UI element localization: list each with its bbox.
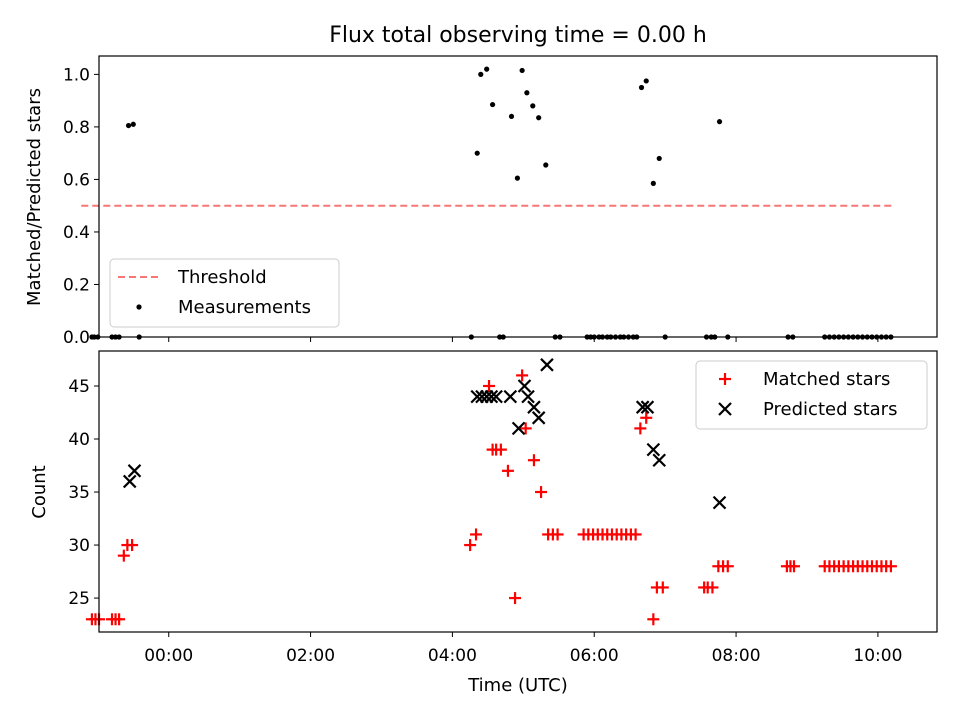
predicted-legend-label: Predicted stars <box>763 399 897 420</box>
measurement-point <box>489 101 496 108</box>
matched-star-point <box>721 560 734 573</box>
top-legend: Threshold Measurements <box>109 258 340 328</box>
predicted-star-point <box>640 400 655 414</box>
bottom-x-tick-label: 02:00 <box>286 646 335 666</box>
bottom-y-tick-label: 40 <box>68 430 90 450</box>
bottom-y-tick-label: 30 <box>68 536 90 556</box>
bottom-y-tick-label: 35 <box>68 483 90 503</box>
measurement-point <box>484 66 490 72</box>
matched-star-point <box>640 411 653 424</box>
measurement-point <box>524 90 530 96</box>
matched-star-point <box>509 592 522 605</box>
bottom-x-tick-label: 00:00 <box>144 646 193 666</box>
matched-star-point <box>706 581 719 594</box>
measurement-point <box>716 119 723 125</box>
top-panel: Flux total observing time = 0.00 h 0.0 0.… <box>24 23 938 348</box>
top-y-tick-label: 0.8 <box>63 118 90 138</box>
bottom-legend: Matched stars Predicted stars <box>695 360 928 430</box>
measurements-legend-label: Measurements <box>178 297 311 318</box>
measurement-point <box>638 84 645 91</box>
matched-star-point <box>464 539 477 552</box>
matched-star-point <box>519 422 532 435</box>
matched-star-point <box>535 486 548 499</box>
predicted-star-point <box>646 442 661 457</box>
top-y-tick-label: 0.0 <box>63 328 90 348</box>
matched-legend-label: Matched stars <box>763 369 890 390</box>
predicted-star-point <box>531 411 546 425</box>
matched-star-point <box>516 369 529 382</box>
predicted-star-point <box>517 379 532 393</box>
predicted-star-point <box>527 400 541 414</box>
bottom-x-axis-label: Time (UTC) <box>467 675 568 696</box>
bottom-panel: 25 30 35 40 45 00:00 02:00 04:00 06:00 08:00 10:0… <box>29 350 938 696</box>
bottom-axes-frame <box>98 350 938 633</box>
bottom-x-tick-label: 08:00 <box>712 646 761 666</box>
matched-star-point <box>527 454 540 467</box>
bottom-x-tick-label: 06:00 <box>570 646 619 666</box>
predicted-star-point <box>503 389 518 404</box>
measurement-point <box>519 67 525 74</box>
matched-star-point <box>884 560 897 573</box>
measurement-point <box>508 113 515 120</box>
predicted-legend-swatch <box>718 402 732 416</box>
threshold-legend-label: Threshold <box>177 267 267 288</box>
matched-star-point <box>629 528 642 541</box>
matched-legend-swatch <box>719 373 731 385</box>
predicted-star-point <box>540 358 554 372</box>
measurements-legend-swatch <box>136 304 142 310</box>
measurement-point <box>650 180 656 186</box>
top-y-tick-label: 1.0 <box>63 65 90 85</box>
predicted-star-point <box>652 453 667 467</box>
top-legend-box <box>109 258 340 328</box>
matched-star-point <box>634 422 647 435</box>
matched-star-point <box>113 613 126 626</box>
predicted-star-point <box>635 400 650 414</box>
predicted-star-point <box>127 464 142 478</box>
measurement-point <box>125 122 132 129</box>
top-y-tick-label: 0.2 <box>63 275 90 295</box>
measurement-point <box>536 115 542 121</box>
matched-star-point <box>117 549 130 562</box>
measurement-point <box>514 175 521 181</box>
matched-star-point <box>787 560 800 573</box>
measurement-point <box>474 150 480 156</box>
matched-star-point <box>647 613 660 626</box>
measurement-point <box>530 103 536 109</box>
bottom-y-tick-label: 25 <box>68 589 90 609</box>
predicted-star-point <box>511 421 526 436</box>
measurement-point <box>643 78 649 84</box>
top-y-tick-label: 0.6 <box>63 170 90 190</box>
matched-star-point <box>494 443 507 456</box>
predicted-star-point <box>122 474 137 489</box>
measurement-point <box>656 155 662 162</box>
matched-star-point <box>551 528 564 541</box>
matched-star-point <box>470 528 483 541</box>
top-axes-frame <box>98 55 938 338</box>
matched-star-point <box>656 581 669 594</box>
bottom-x-tick-label: 04:00 <box>428 646 477 666</box>
matched-star-point <box>501 464 514 477</box>
matched-star-point <box>126 539 139 552</box>
measurement-point <box>130 121 136 127</box>
predicted-star-point <box>484 389 499 404</box>
chart-title: Flux total observing time = 0.00 h <box>329 23 707 48</box>
predicted-star-point <box>712 495 727 510</box>
top-y-axis-label: Matched/Predicted stars <box>24 88 45 306</box>
bottom-x-tick-label: 10:00 <box>853 646 902 666</box>
matched-star-point <box>483 379 496 392</box>
bottom-y-tick-label: 45 <box>68 377 90 397</box>
top-y-tick-label: 0.4 <box>63 223 90 243</box>
bottom-legend-box <box>695 360 928 430</box>
bottom-y-axis-label: Count <box>29 465 50 518</box>
predicted-star-point <box>521 389 535 404</box>
measurement-point <box>478 71 484 77</box>
predicted-star-point <box>489 389 503 404</box>
measurement-point <box>543 162 549 168</box>
